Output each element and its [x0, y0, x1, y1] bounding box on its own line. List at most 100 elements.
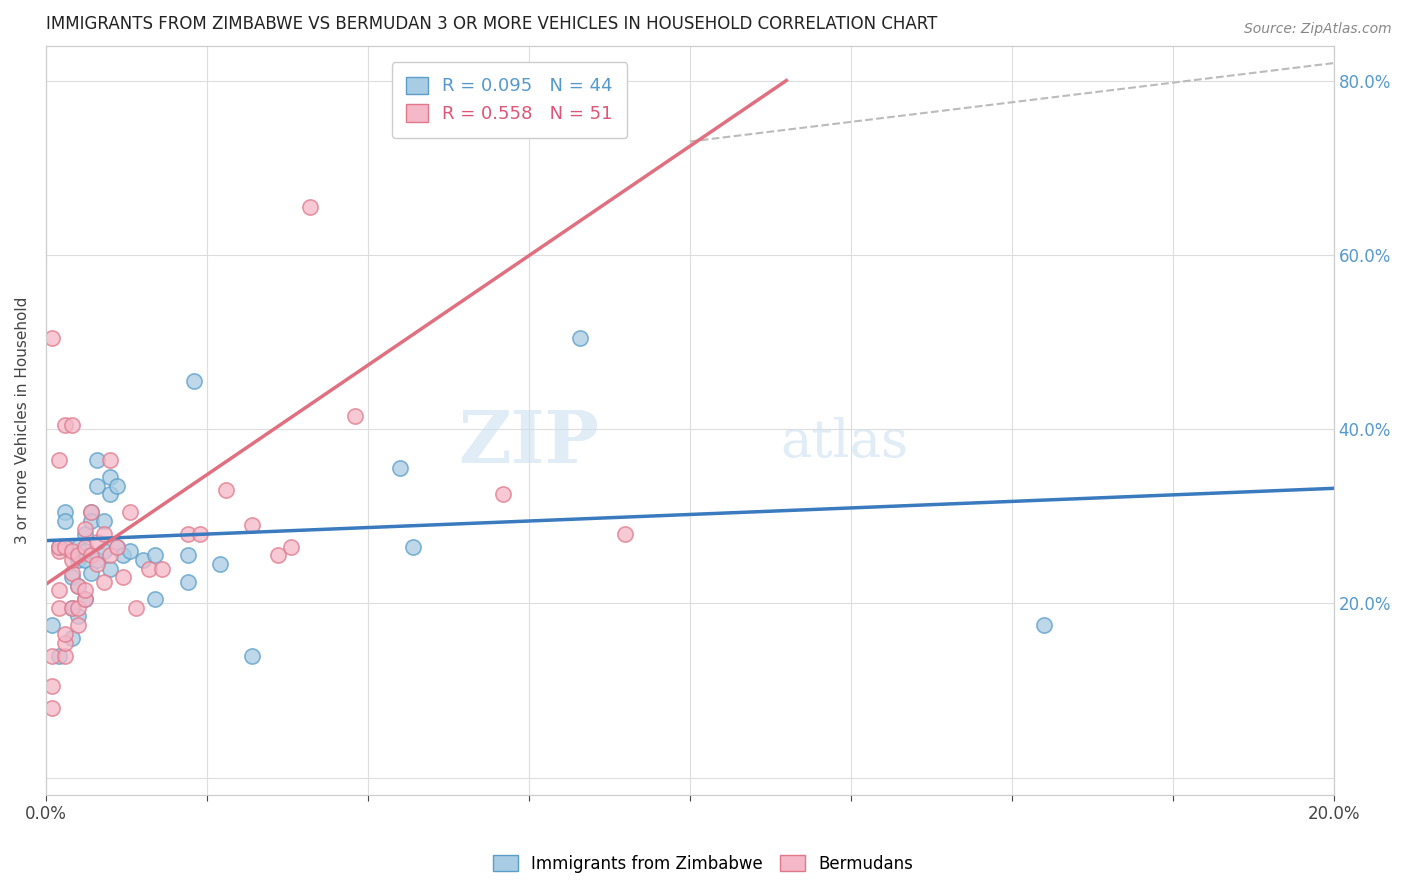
- Point: [112, 549, 135, 563]
- Point: [48, 600, 70, 615]
- Point: [93, 544, 115, 558]
- Point: [86, 535, 108, 549]
- Point: [60, 544, 83, 558]
- Point: [105, 540, 128, 554]
- Point: [53, 627, 76, 641]
- Point: [190, 526, 212, 541]
- Point: [86, 557, 108, 571]
- Point: [138, 561, 160, 575]
- Point: [48, 583, 70, 598]
- Point: [86, 553, 108, 567]
- Point: [93, 526, 115, 541]
- Point: [98, 470, 121, 484]
- Point: [41, 679, 63, 693]
- Point: [176, 526, 198, 541]
- Point: [105, 479, 128, 493]
- Point: [208, 557, 231, 571]
- Point: [176, 549, 198, 563]
- Point: [1032, 618, 1054, 632]
- Point: [67, 540, 90, 554]
- Point: [298, 200, 321, 214]
- Point: [41, 330, 63, 344]
- Text: atlas: atlas: [780, 417, 908, 468]
- Point: [60, 600, 83, 615]
- Point: [183, 374, 205, 388]
- Point: [150, 561, 173, 575]
- Text: IMMIGRANTS FROM ZIMBABWE VS BERMUDAN 3 OR MORE VEHICLES IN HOUSEHOLD CORRELATION: IMMIGRANTS FROM ZIMBABWE VS BERMUDAN 3 O…: [46, 15, 938, 33]
- Point: [80, 514, 103, 528]
- Point: [80, 566, 103, 580]
- Point: [73, 540, 96, 554]
- Point: [67, 609, 90, 624]
- Point: [402, 540, 425, 554]
- Point: [53, 514, 76, 528]
- Point: [93, 514, 115, 528]
- Point: [60, 553, 83, 567]
- Point: [73, 522, 96, 536]
- Point: [60, 600, 83, 615]
- Point: [48, 648, 70, 663]
- Point: [86, 452, 108, 467]
- Y-axis label: 3 or more Vehicles in Household: 3 or more Vehicles in Household: [15, 297, 30, 544]
- Point: [41, 701, 63, 715]
- Point: [67, 549, 90, 563]
- Point: [145, 592, 167, 607]
- Point: [73, 583, 96, 598]
- Point: [98, 549, 121, 563]
- Point: [73, 526, 96, 541]
- Point: [389, 461, 412, 475]
- Point: [125, 600, 148, 615]
- Point: [343, 409, 366, 423]
- Point: [176, 574, 198, 589]
- Point: [80, 505, 103, 519]
- Point: [215, 483, 238, 497]
- Point: [53, 417, 76, 432]
- Point: [48, 540, 70, 554]
- Point: [118, 505, 141, 519]
- Point: [614, 526, 637, 541]
- Point: [118, 544, 141, 558]
- Point: [93, 574, 115, 589]
- Point: [73, 592, 96, 607]
- Point: [280, 540, 302, 554]
- Point: [67, 600, 90, 615]
- Point: [48, 544, 70, 558]
- Point: [60, 631, 83, 645]
- Point: [80, 505, 103, 519]
- Legend: Immigrants from Zimbabwe, Bermudans: Immigrants from Zimbabwe, Bermudans: [486, 848, 920, 880]
- Point: [73, 592, 96, 607]
- Point: [53, 635, 76, 649]
- Point: [98, 561, 121, 575]
- Point: [98, 452, 121, 467]
- Point: [60, 566, 83, 580]
- Point: [86, 479, 108, 493]
- Point: [112, 570, 135, 584]
- Point: [145, 549, 167, 563]
- Point: [131, 553, 153, 567]
- Point: [41, 648, 63, 663]
- Point: [53, 505, 76, 519]
- Text: ZIP: ZIP: [458, 408, 600, 478]
- Legend: R = 0.095   N = 44, R = 0.558   N = 51: R = 0.095 N = 44, R = 0.558 N = 51: [392, 62, 627, 137]
- Point: [73, 544, 96, 558]
- Point: [569, 330, 592, 344]
- Point: [48, 540, 70, 554]
- Point: [67, 618, 90, 632]
- Point: [492, 487, 515, 501]
- Point: [67, 553, 90, 567]
- Point: [53, 540, 76, 554]
- Point: [67, 579, 90, 593]
- Point: [73, 553, 96, 567]
- Point: [80, 549, 103, 563]
- Point: [53, 540, 76, 554]
- Point: [53, 648, 76, 663]
- Point: [67, 579, 90, 593]
- Point: [105, 540, 128, 554]
- Point: [98, 487, 121, 501]
- Point: [240, 517, 263, 532]
- Point: [41, 618, 63, 632]
- Point: [60, 417, 83, 432]
- Text: Source: ZipAtlas.com: Source: ZipAtlas.com: [1244, 22, 1392, 37]
- Point: [240, 648, 263, 663]
- Point: [60, 570, 83, 584]
